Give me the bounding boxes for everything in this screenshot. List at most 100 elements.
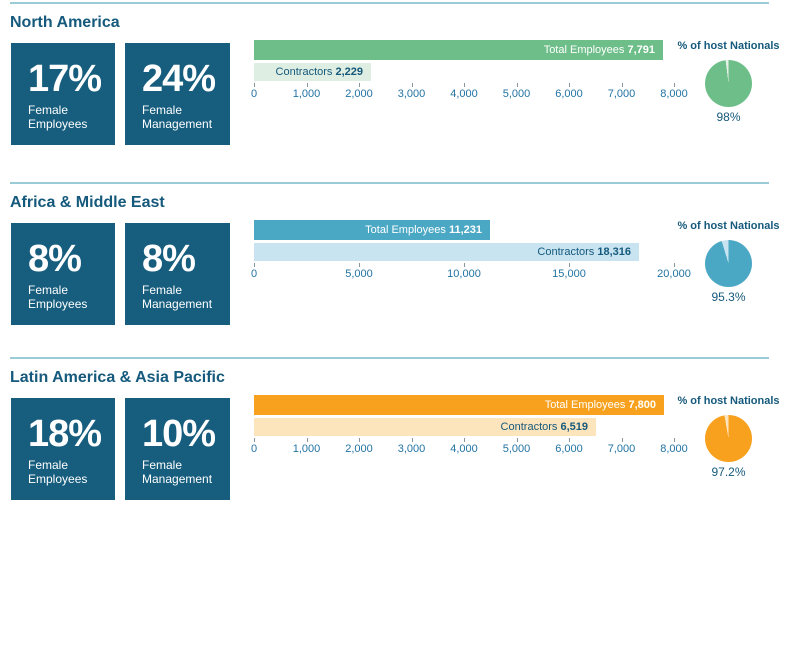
- bar-series-name: Total Employees: [544, 399, 626, 411]
- axis-tick-label: 3,000: [397, 88, 426, 100]
- stat-label: Female Management: [142, 283, 226, 311]
- bar-value: 11,231: [448, 224, 482, 236]
- pie-percentage-label: 97.2%: [711, 465, 746, 479]
- pie-chart-block: % of host Nationals 97.2%: [665, 355, 792, 485]
- axis-tick-label: 8,000: [660, 443, 688, 455]
- bar-label: Total Employees 11,231: [365, 224, 482, 236]
- axis-tick-label: 20,000: [657, 268, 691, 280]
- axis-tick-label: 3,000: [397, 443, 426, 455]
- stat-label-line1: Female: [142, 458, 183, 472]
- stat-label-line2: Management: [142, 297, 213, 311]
- stat-label-line2: Management: [142, 117, 213, 131]
- section-divider: [10, 357, 769, 359]
- pie-percentage-label: 95.3%: [711, 290, 746, 304]
- stat-card-female-management: 24% Female Management: [125, 43, 230, 145]
- stat-label-line1: Female: [28, 103, 69, 117]
- region-title: Africa & Middle East: [10, 194, 165, 211]
- stat-card-female-employees: 18% Female Employees: [11, 398, 115, 500]
- stat-label-line1: Female: [142, 283, 183, 297]
- axis-tick-label: 2,000: [345, 88, 373, 100]
- axis-tick-label: 5,000: [502, 88, 531, 100]
- stat-label: Female Employees: [28, 103, 111, 131]
- axis-tick-label: 10,000: [447, 268, 481, 280]
- axis-tick-label: 1,000: [292, 443, 321, 455]
- axis-tick: [254, 263, 255, 267]
- axis-tick: [516, 438, 518, 442]
- axis-tick-label: 2,000: [345, 443, 373, 455]
- stat-label-line2: Management: [142, 472, 213, 486]
- stat-value: 24%: [142, 58, 216, 100]
- region-section-north-america: North America 17% Female Employees 24% Fe…: [0, 0, 798, 176]
- bar-label: Total Employees 7,791: [544, 44, 655, 56]
- region-title: Latin America & Asia Pacific: [10, 369, 225, 386]
- axis-tick: [411, 438, 413, 442]
- stat-card-female-management: 10% Female Management: [125, 398, 230, 500]
- axis-tick: [254, 83, 255, 87]
- axis-tick: [621, 438, 623, 442]
- axis-tick: [621, 83, 623, 87]
- axis-tick-label: 0: [250, 443, 258, 455]
- bar-chart: Total Employees 11,231 Contractors 18,31…: [250, 180, 694, 290]
- bar-chart: Total Employees 7,791 Contractors 2,229 …: [251, 0, 694, 110]
- section-divider: [10, 182, 769, 184]
- x-axis: 0 1,000 2,000 3,000 4,000 5,000 6,000 7,000 8,00…: [251, 0, 688, 100]
- axis-tick-label: 15,000: [552, 268, 586, 280]
- contractors-bar: Contractors 2,229: [254, 63, 371, 81]
- stat-value: 10%: [142, 413, 216, 455]
- stat-label-line1: Female: [28, 458, 69, 472]
- axis-tick: [674, 83, 675, 87]
- pie-chart-block: % of host Nationals 95.3%: [665, 180, 792, 310]
- bar-series-name: Contractors: [537, 246, 595, 258]
- bar-value: 6,519: [560, 421, 588, 433]
- axis-tick-label: 5,000: [502, 443, 531, 455]
- axis-tick: [464, 83, 465, 87]
- stat-label-line1: Female: [28, 283, 69, 297]
- region-title: North America: [10, 14, 120, 31]
- stat-label-line2: Employees: [28, 472, 88, 486]
- pie-title: % of host Nationals: [677, 220, 780, 232]
- host-nationals-pie-chart: [705, 60, 752, 107]
- axis-tick: [516, 83, 518, 87]
- axis-tick: [359, 83, 360, 87]
- stat-card-female-employees: 8% Female Employees: [11, 223, 115, 325]
- bar-value: 2,229: [335, 66, 363, 78]
- stat-label: Female Employees: [28, 283, 111, 311]
- axis-tick: [359, 438, 360, 442]
- axis-tick-label: 7,000: [607, 443, 636, 455]
- bar-value: 7,800: [628, 399, 656, 411]
- axis-tick: [569, 438, 570, 442]
- host-nationals-pie-chart: [705, 240, 752, 287]
- total-employees-bar: Total Employees 7,791: [254, 40, 663, 60]
- axis-tick-label: 4,000: [450, 443, 478, 455]
- host-nationals-pie-chart: [705, 415, 752, 462]
- axis-tick-label: 0: [250, 268, 258, 280]
- stat-card-female-management: 8% Female Management: [125, 223, 230, 325]
- axis-tick: [674, 263, 675, 267]
- axis-tick: [306, 83, 308, 87]
- stat-label-line2: Employees: [28, 297, 88, 311]
- stat-label: Female Management: [142, 103, 226, 131]
- bar-series-name: Total Employees: [365, 224, 446, 236]
- total-employees-bar: Total Employees 11,231: [254, 220, 490, 240]
- region-section-africa-middle-east: Africa & Middle East 8% Female Employees …: [0, 180, 798, 356]
- pie-title: % of host Nationals: [677, 395, 780, 407]
- pie-chart-block: % of host Nationals 98%: [665, 0, 792, 130]
- bar-series-name: Total Employees: [543, 44, 625, 56]
- total-employees-bar: Total Employees 7,800: [254, 395, 664, 415]
- stat-label: Female Employees: [28, 458, 111, 486]
- section-divider: [10, 2, 769, 4]
- axis-tick: [411, 83, 413, 87]
- bar-series-name: Contractors: [500, 421, 558, 433]
- stat-value: 8%: [28, 238, 82, 280]
- axis-tick-label: 6,000: [555, 443, 583, 455]
- bar-value: 18,316: [597, 246, 631, 258]
- stat-card-female-employees: 17% Female Employees: [11, 43, 115, 145]
- bar-chart: Total Employees 7,800 Contractors 6,519 …: [250, 355, 694, 465]
- axis-tick: [569, 263, 570, 267]
- axis-tick: [359, 263, 360, 267]
- axis-tick: [306, 438, 308, 442]
- axis-tick: [569, 83, 570, 87]
- stat-label: Female Management: [142, 458, 226, 486]
- contractors-bar: Contractors 6,519: [254, 418, 596, 436]
- pie-percentage-label: 98%: [716, 110, 741, 124]
